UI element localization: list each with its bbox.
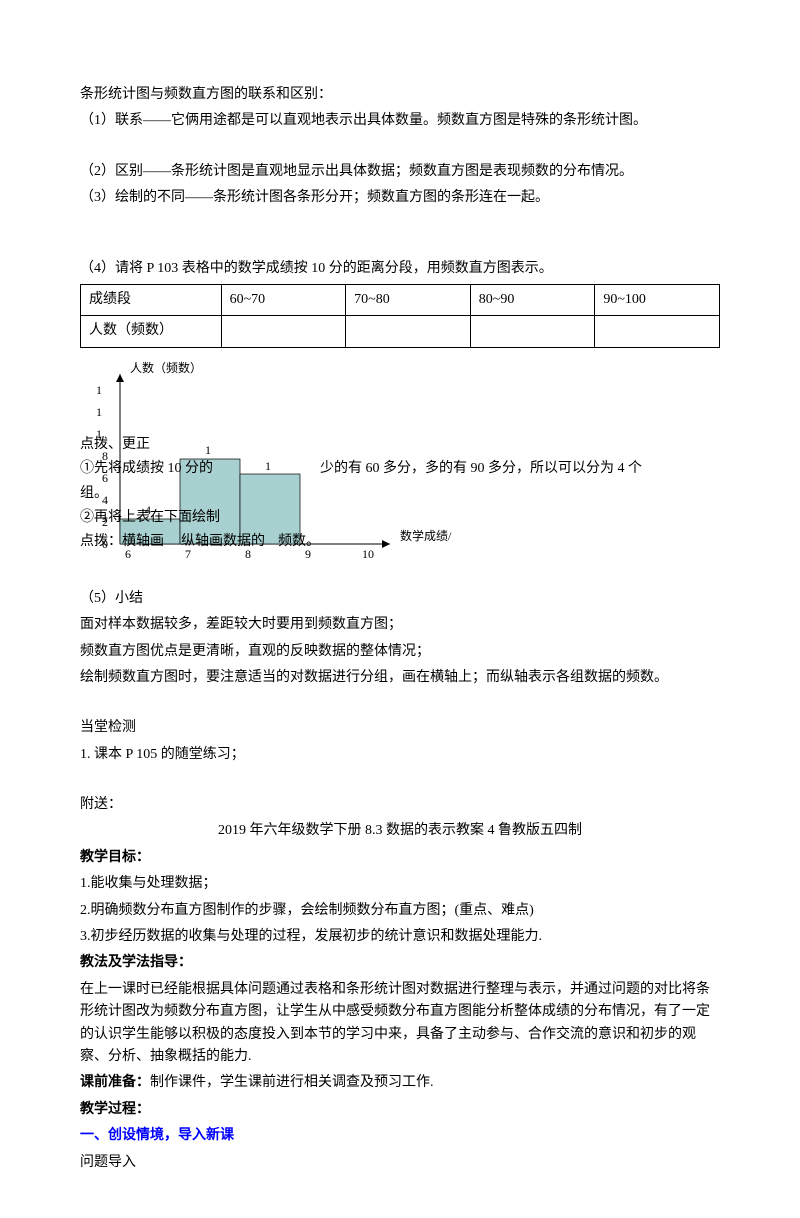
process-heading: 教学过程： [80, 1099, 720, 1121]
paragraph: 2.明确频数分布直方图制作的步骤，会绘制频数分布直方图；(重点、难点) [80, 900, 720, 922]
table-cell: 90~100 [595, 284, 720, 315]
spacer [80, 214, 720, 234]
document-page: 条形统计图与频数直方图的联系和区别： （1）联系——它俩用途都是可以直观地表示出… [0, 0, 800, 1218]
attachment-title: 2019 年六年级数学下册 8.3 数据的表示教案 4 鲁教版五四制 [80, 820, 720, 842]
paragraph: 问题导入 [80, 1152, 720, 1174]
goals-heading: 教学目标： [80, 847, 720, 869]
process-step: 一、创设情境，导入新课 [80, 1125, 720, 1147]
paragraph: 频数直方图优点是更清晰，直观的反映数据的整体情况； [80, 641, 720, 663]
score-table: 成绩段 60~70 70~80 80~90 90~100 人数（频数） [80, 284, 720, 348]
paragraph: 1. 课本 P 105 的随堂练习； [80, 744, 720, 766]
table-row: 成绩段 60~70 70~80 80~90 90~100 [81, 284, 720, 315]
histogram-chart: 0 2 4 6 8 1 1 1 4 1 1 6 7 [80, 354, 720, 584]
table-cell [346, 316, 471, 347]
section-heading: （5）小结 [80, 588, 720, 610]
overlay-line: ②再将上表在下面绘制 [80, 507, 720, 529]
table-cell [221, 316, 346, 347]
paragraph: 3.初步经历数据的收集与处理的过程，发展初步的统计意识和数据处理能力. [80, 926, 720, 948]
paragraph: （2）区别——条形统计图是直观地显示出具体数据；频数直方图是表现频数的分布情况。 [80, 161, 720, 183]
chart-text-overlay: 点拨、更正 ①先将成绩按 10 分的 少的有 60 多分，多的有 90 多分，所… [80, 354, 720, 556]
spacer [80, 693, 720, 713]
overlay-line: 点拨、更正 [80, 434, 720, 456]
paragraph: 面对样本数据较多，差距较大时要用到频数直方图； [80, 614, 720, 636]
table-row: 人数（频数） [81, 316, 720, 347]
table-cell: 人数（频数） [81, 316, 222, 347]
section-heading: 当堂检测 [80, 717, 720, 739]
spacer [80, 137, 720, 157]
spacer [80, 770, 720, 790]
paragraph: 1.能收集与处理数据； [80, 873, 720, 895]
prep-line: 课前准备：制作课件，学生课前进行相关调查及预习工作. [80, 1072, 720, 1094]
table-cell: 80~90 [470, 284, 595, 315]
section-heading: 条形统计图与频数直方图的联系和区别： [80, 84, 720, 106]
table-cell: 成绩段 [81, 284, 222, 315]
methods-heading: 教法及学法指导： [80, 952, 720, 974]
paragraph: （1）联系——它俩用途都是可以直观地表示出具体数量。频数直方图是特殊的条形统计图… [80, 110, 720, 132]
overlay-line: 点拨：横轴画 纵轴画数据的 频数。 [80, 531, 720, 553]
table-cell [595, 316, 720, 347]
overlay-line: ①先将成绩按 10 分的 少的有 60 多分，多的有 90 多分，所以可以分为 … [80, 458, 720, 480]
paragraph: （4）请将 P 103 表格中的数学成绩按 10 分的距离分段，用频数直方图表示… [80, 258, 720, 280]
paragraph: 绘制频数直方图时，要注意适当的对数据进行分组，画在横轴上；而纵轴表示各组数据的频… [80, 667, 720, 689]
table-cell [470, 316, 595, 347]
paragraph: 在上一课时已经能根据具体问题通过表格和条形统计图对数据进行整理与表示，并通过问题… [80, 979, 720, 1069]
spacer [80, 234, 720, 254]
table-cell: 60~70 [221, 284, 346, 315]
paragraph: （3）绘制的不同——条形统计图各条形分开；频数直方图的条形连在一起。 [80, 187, 720, 209]
overlay-line: 组。 [80, 483, 720, 505]
table-cell: 70~80 [346, 284, 471, 315]
attachment-label: 附送： [80, 794, 720, 816]
